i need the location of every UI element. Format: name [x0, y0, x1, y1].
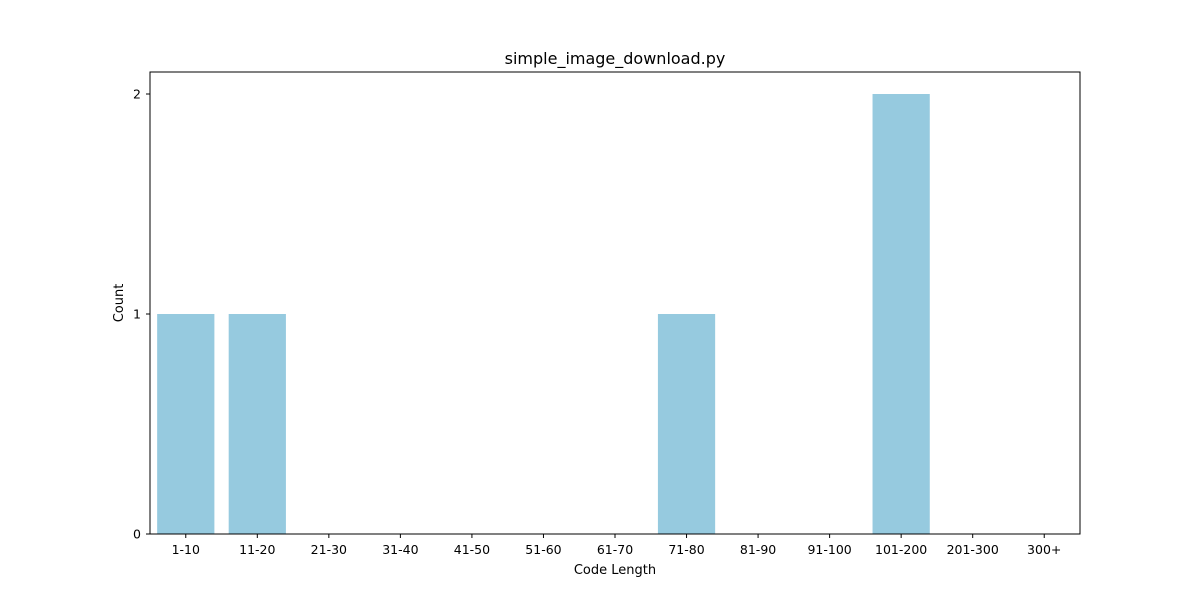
- y-tick-label: 0: [133, 527, 141, 542]
- x-tick-label: 61-70: [597, 542, 633, 557]
- x-tick-label: 11-20: [239, 542, 275, 557]
- y-axis-ticks: 0 1 2: [133, 87, 150, 542]
- bar-1-10: [157, 314, 214, 534]
- x-axis-label: Code Length: [574, 563, 656, 578]
- bar-71-80: [658, 314, 715, 534]
- x-tick-label: 31-40: [382, 542, 418, 557]
- x-tick-label: 71-80: [668, 542, 704, 557]
- x-tick-label: 300+: [1027, 542, 1061, 557]
- x-tick-label: 41-50: [454, 542, 490, 557]
- x-tick-label: 101-200: [875, 542, 927, 557]
- bar-101-200: [873, 94, 930, 534]
- y-tick-label: 1: [133, 307, 141, 322]
- y-axis-label: Count: [112, 284, 127, 323]
- x-axis-ticks: 1-10 11-20 21-30 31-40 41-50 51-60 61-70 71-80 8…: [172, 534, 1062, 557]
- bar-11-20: [229, 314, 286, 534]
- x-tick-label: 201-300: [947, 542, 999, 557]
- x-tick-label: 81-90: [740, 542, 776, 557]
- x-tick-label: 51-60: [525, 542, 561, 557]
- x-tick-label: 21-30: [311, 542, 347, 557]
- x-tick-label: 1-10: [172, 542, 200, 557]
- plot-area-frame: [150, 72, 1080, 534]
- chart-title: simple_image_download.py: [505, 49, 726, 69]
- y-tick-label: 2: [133, 87, 141, 102]
- x-tick-label: 91-100: [807, 542, 851, 557]
- bars-group: [157, 94, 930, 534]
